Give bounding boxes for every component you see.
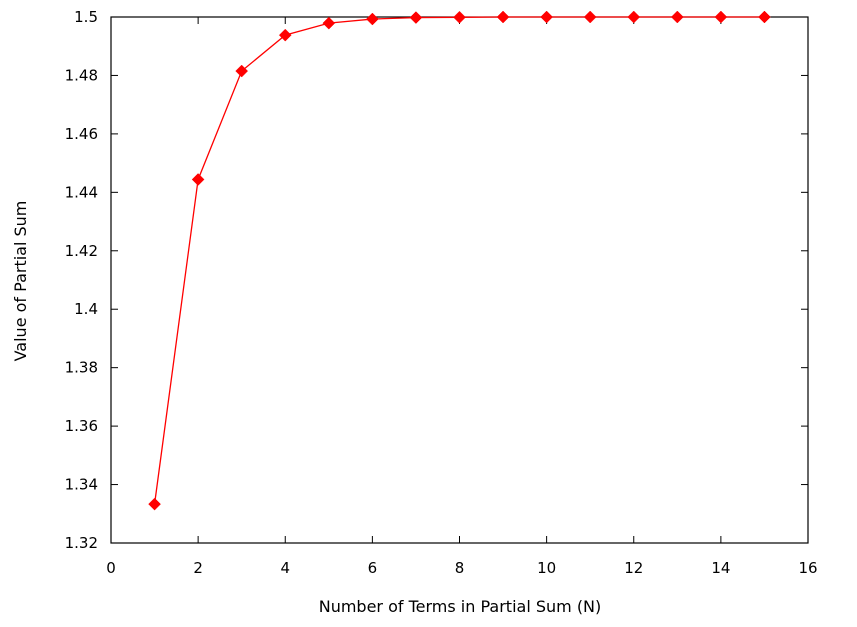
y-tick-label: 1.38 <box>65 359 98 377</box>
x-tick-label: 4 <box>280 559 290 577</box>
y-tick-label: 1.36 <box>65 417 98 435</box>
y-tick-label: 1.34 <box>65 476 98 494</box>
series-layer <box>148 10 771 511</box>
data-point-marker <box>191 173 205 186</box>
series-line <box>153 16 765 505</box>
y-tick-label: 1.32 <box>65 534 98 552</box>
x-tick-label: 0 <box>106 559 116 577</box>
data-point-marker <box>670 10 684 24</box>
plot-frame <box>110 16 809 544</box>
data-point-marker <box>148 497 161 511</box>
data-point-marker <box>453 10 466 24</box>
x-tick-label: 10 <box>537 559 556 577</box>
data-point-marker <box>627 10 641 24</box>
x-tick-label: 14 <box>711 559 730 577</box>
y-tick-label: 1.46 <box>65 125 98 143</box>
data-point-marker <box>583 10 597 24</box>
data-point-marker <box>322 16 336 30</box>
y-tick-label: 1.5 <box>74 8 98 26</box>
data-point-marker <box>540 10 553 24</box>
y-tick-label: 1.44 <box>65 183 98 201</box>
data-point-marker <box>278 28 292 42</box>
data-point-marker <box>409 11 423 24</box>
x-tick-label: 12 <box>624 559 643 577</box>
axis-ticks <box>110 16 809 544</box>
data-point-marker <box>235 64 249 78</box>
y-tick-label: 1.48 <box>65 66 98 84</box>
x-tick-label: 16 <box>798 559 817 577</box>
axis-tick-labels: 0 2 4 6 8 10 12 14 16 1.32 1.34 1.36 1.38 1.4 1.42 1.44… <box>65 8 818 577</box>
y-axis-title: Value of Partial Sum <box>11 201 30 362</box>
data-point-marker <box>758 10 771 24</box>
data-point-marker <box>714 10 728 24</box>
x-axis-title: Number of Terms in Partial Sum (N) <box>319 597 602 616</box>
x-tick-label: 6 <box>368 559 378 577</box>
x-tick-label: 2 <box>193 559 203 577</box>
x-tick-label: 8 <box>455 559 465 577</box>
y-tick-label: 1.42 <box>65 242 98 260</box>
data-point-marker <box>496 10 510 24</box>
y-tick-label: 1.4 <box>74 300 98 318</box>
data-point-marker <box>366 12 379 26</box>
